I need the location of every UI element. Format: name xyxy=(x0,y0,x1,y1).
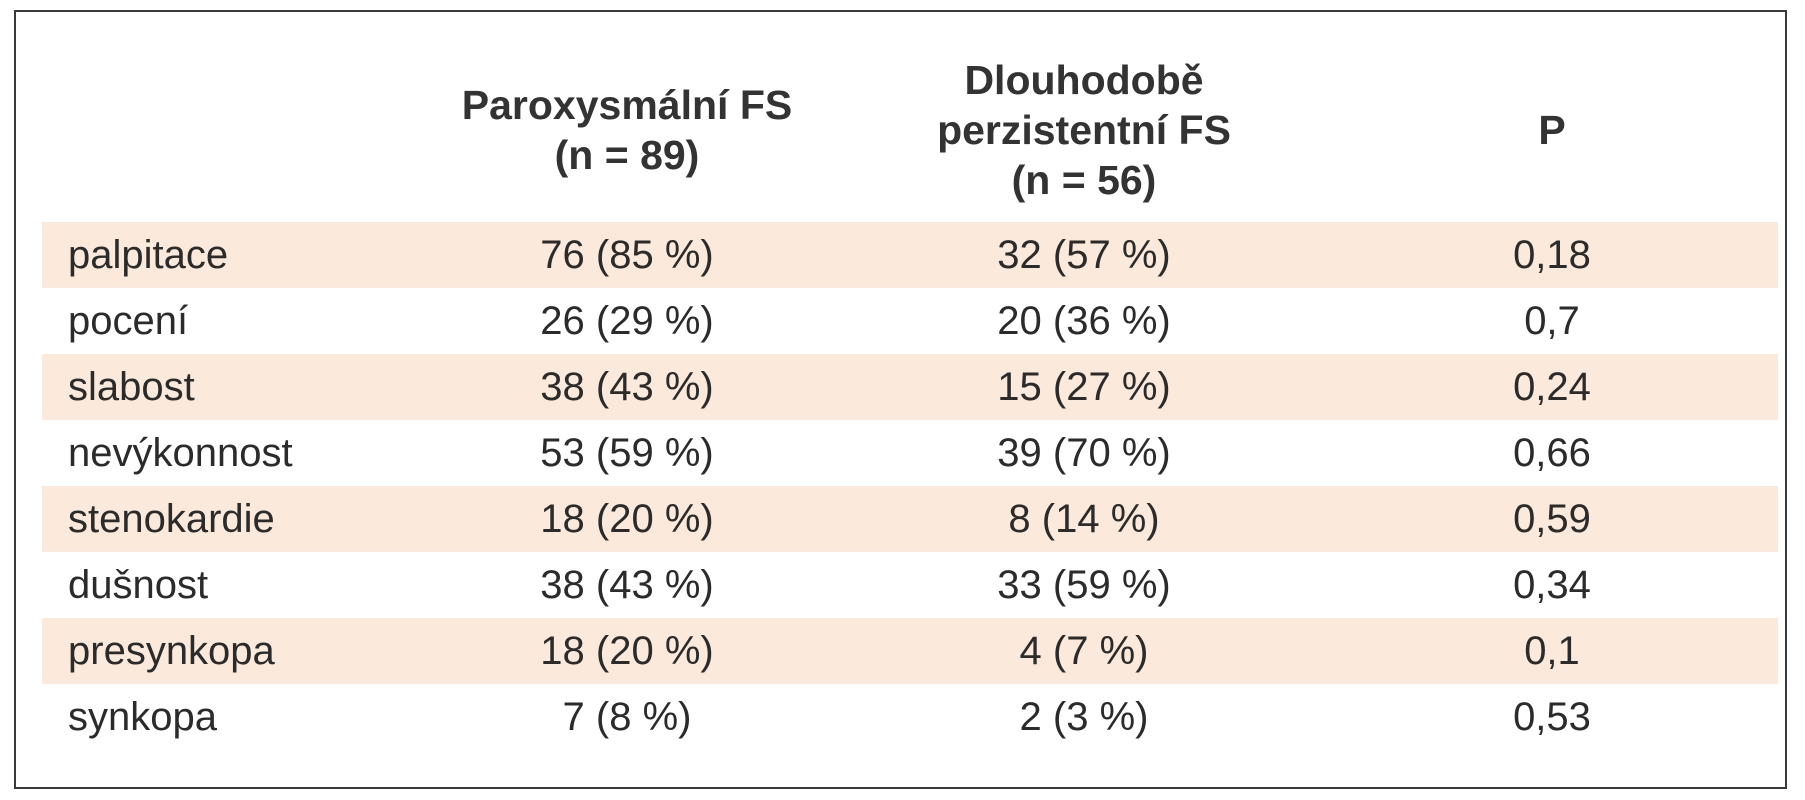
symptom-cell: pocení xyxy=(68,298,189,343)
p-value-cell: 0,34 xyxy=(1513,562,1591,607)
header-label xyxy=(42,38,412,222)
symptom-cell: nevýkonnost xyxy=(68,430,293,475)
symptom-cell: synkopa xyxy=(68,694,217,739)
p-value-cell: 0,66 xyxy=(1513,430,1591,475)
paroxysmal-cell: 38 (43 %) xyxy=(412,354,842,420)
persistent-cell: 4 (7 %) xyxy=(842,618,1326,684)
table-row: palpitace 76 (85 %) 32 (57 %) 0,18 xyxy=(42,222,1778,288)
paroxysmal-cell: 26 (29 %) xyxy=(540,298,714,343)
persistent-cell: 33 (59 %) xyxy=(997,562,1171,607)
p-value-cell: 0,53 xyxy=(1513,694,1591,739)
p-value-cell: 0,59 xyxy=(1326,486,1778,552)
paroxysmal-cell: 7 (8 %) xyxy=(562,694,692,739)
table-row: pocení 26 (29 %) 20 (36 %) 0,7 xyxy=(42,288,1778,354)
symptom-cell: stenokardie xyxy=(42,486,412,552)
symptom-cell: presynkopa xyxy=(42,618,412,684)
table-row: dušnost 38 (43 %) 33 (59 %) 0,34 xyxy=(42,552,1778,618)
symptom-cell: slabost xyxy=(42,354,412,420)
table-row: synkopa 7 (8 %) 2 (3 %) 0,53 xyxy=(42,684,1778,750)
paroxysmal-cell: 18 (20 %) xyxy=(412,618,842,684)
header-persistent-line3: (n = 56) xyxy=(1011,157,1157,203)
table-row: slabost 38 (43 %) 15 (27 %) 0,24 xyxy=(42,354,1778,420)
symptom-cell: dušnost xyxy=(68,562,209,607)
table-frame: Paroxysmální FS (n = 89) Dlouhodobě perz… xyxy=(14,10,1787,789)
persistent-cell: 15 (27 %) xyxy=(842,354,1326,420)
persistent-cell: 8 (14 %) xyxy=(842,486,1326,552)
persistent-cell: 2 (3 %) xyxy=(1019,694,1149,739)
persistent-cell: 39 (70 %) xyxy=(997,430,1171,475)
table-row: stenokardie 18 (20 %) 8 (14 %) 0,59 xyxy=(42,486,1778,552)
persistent-cell: 20 (36 %) xyxy=(997,298,1171,343)
p-value-cell: 0,1 xyxy=(1326,618,1778,684)
table-row: presynkopa 18 (20 %) 4 (7 %) 0,1 xyxy=(42,618,1778,684)
paroxysmal-cell: 53 (59 %) xyxy=(540,430,714,475)
header-paroxysmal-line1: Paroxysmální FS xyxy=(461,82,793,128)
p-value-cell: 0,7 xyxy=(1524,298,1580,343)
header-persistent: Dlouhodobě perzistentní FS (n = 56) xyxy=(842,38,1326,222)
paroxysmal-cell: 38 (43 %) xyxy=(540,562,714,607)
symptoms-table: Paroxysmální FS (n = 89) Dlouhodobě perz… xyxy=(42,38,1778,750)
p-value-cell: 0,18 xyxy=(1326,222,1778,288)
symptom-cell: palpitace xyxy=(42,222,412,288)
header-p: P xyxy=(1538,107,1566,153)
p-value-cell: 0,24 xyxy=(1326,354,1778,420)
persistent-cell: 32 (57 %) xyxy=(842,222,1326,288)
header-persistent-line1: Dlouhodobě xyxy=(964,57,1204,103)
paroxysmal-cell: 18 (20 %) xyxy=(412,486,842,552)
header-paroxysmal: Paroxysmální FS (n = 89) xyxy=(412,38,842,222)
table-row: nevýkonnost 53 (59 %) 39 (70 %) 0,66 xyxy=(42,420,1778,486)
header-persistent-line2: perzistentní FS xyxy=(937,107,1231,153)
header-paroxysmal-line2: (n = 89) xyxy=(554,132,700,178)
header-row: Paroxysmální FS (n = 89) Dlouhodobě perz… xyxy=(42,38,1778,222)
paroxysmal-cell: 76 (85 %) xyxy=(412,222,842,288)
